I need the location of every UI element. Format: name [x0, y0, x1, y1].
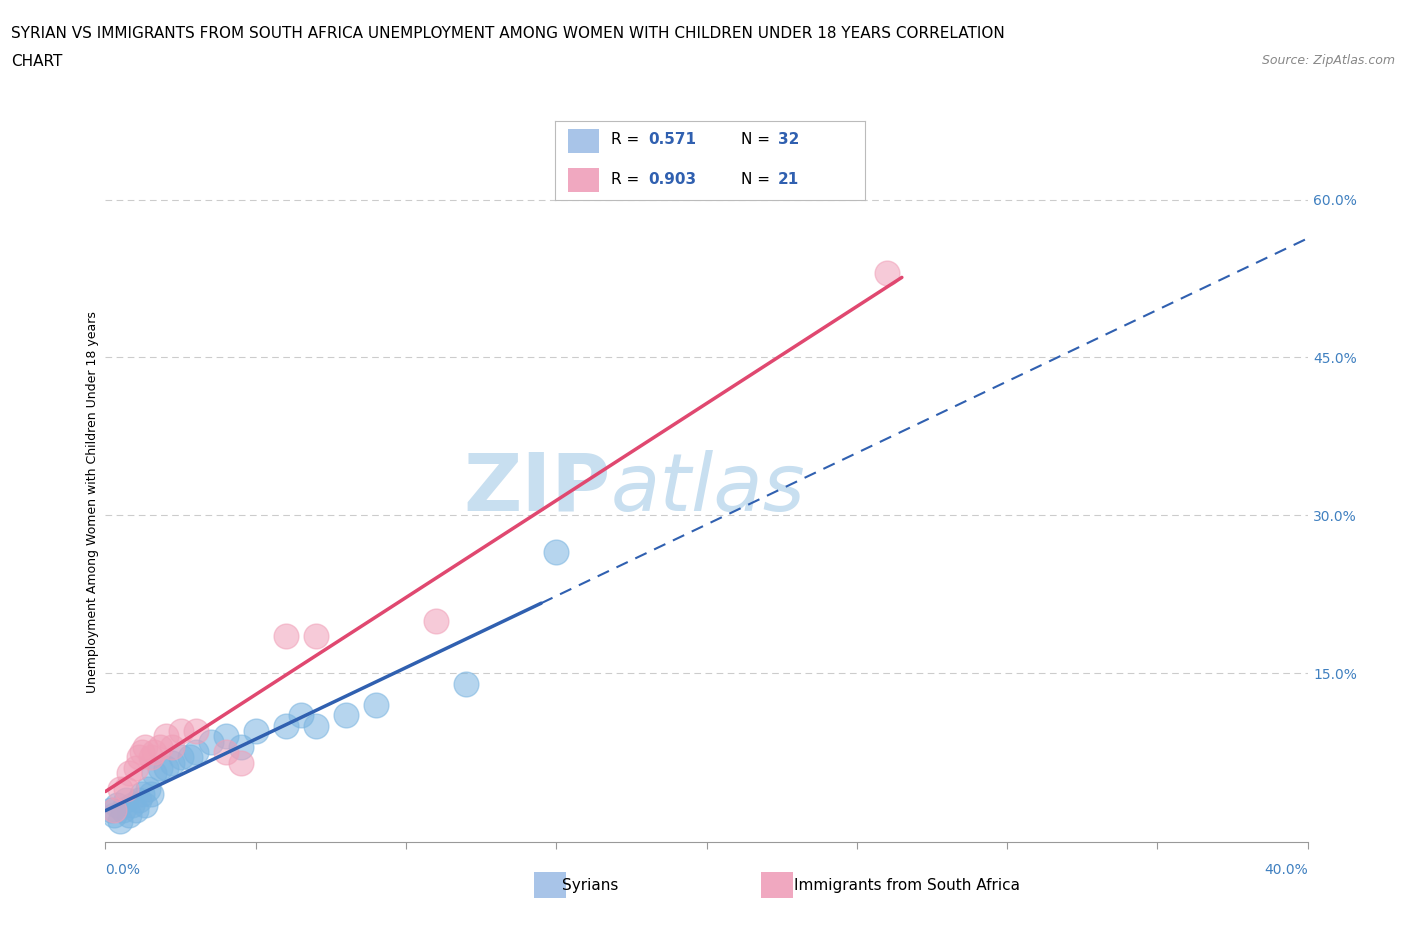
- Text: CHART: CHART: [11, 54, 63, 69]
- Point: [115, 781, 138, 796]
- Point: [134, 739, 156, 754]
- Point: [546, 545, 568, 560]
- Point: [139, 787, 162, 802]
- Point: [169, 724, 191, 738]
- Text: Source: ZipAtlas.com: Source: ZipAtlas.com: [1261, 54, 1395, 67]
- Point: [112, 803, 135, 817]
- Point: [290, 708, 312, 723]
- Text: R =: R =: [612, 172, 640, 187]
- Point: [184, 745, 207, 760]
- Point: [110, 781, 132, 796]
- Point: [454, 676, 477, 691]
- Point: [118, 808, 141, 823]
- Point: [155, 729, 177, 744]
- Text: SYRIAN VS IMMIGRANTS FROM SOUTH AFRICA UNEMPLOYMENT AMONG WOMEN WITH CHILDREN UN: SYRIAN VS IMMIGRANTS FROM SOUTH AFRICA U…: [11, 26, 1005, 41]
- Text: R =: R =: [612, 132, 640, 147]
- Point: [364, 698, 387, 712]
- Text: N =: N =: [741, 132, 770, 147]
- Point: [214, 745, 236, 760]
- Point: [128, 750, 150, 764]
- Point: [136, 781, 159, 796]
- Text: Syrians: Syrians: [562, 878, 619, 893]
- Point: [179, 750, 201, 764]
- Point: [184, 724, 207, 738]
- Point: [274, 719, 297, 734]
- Text: N =: N =: [741, 172, 770, 187]
- Point: [131, 787, 153, 802]
- Text: 0.571: 0.571: [648, 132, 696, 147]
- Point: [124, 803, 146, 817]
- Point: [155, 761, 177, 776]
- Text: ZIP: ZIP: [463, 449, 610, 527]
- Point: [214, 729, 236, 744]
- Point: [148, 739, 170, 754]
- Point: [131, 745, 153, 760]
- Point: [142, 765, 165, 780]
- Point: [139, 750, 162, 764]
- Text: 40.0%: 40.0%: [1264, 862, 1308, 877]
- Bar: [534, 872, 567, 898]
- Text: Immigrants from South Africa: Immigrants from South Africa: [794, 878, 1021, 893]
- Point: [200, 734, 222, 749]
- Point: [160, 739, 183, 754]
- Point: [100, 803, 122, 817]
- Text: 32: 32: [778, 132, 800, 147]
- Point: [305, 719, 328, 734]
- Bar: [568, 168, 599, 193]
- Point: [115, 792, 138, 807]
- Point: [169, 750, 191, 764]
- Text: atlas: atlas: [610, 449, 806, 527]
- Point: [160, 755, 183, 770]
- Point: [876, 266, 898, 281]
- Text: 21: 21: [778, 172, 800, 187]
- Point: [124, 761, 146, 776]
- Point: [425, 613, 447, 628]
- Bar: [761, 872, 793, 898]
- Point: [142, 745, 165, 760]
- Point: [245, 724, 267, 738]
- Text: 0.903: 0.903: [648, 172, 696, 187]
- Point: [118, 765, 141, 780]
- Point: [103, 808, 125, 823]
- Bar: [568, 128, 599, 153]
- Point: [107, 797, 129, 812]
- Point: [134, 797, 156, 812]
- Point: [103, 803, 125, 817]
- Point: [110, 813, 132, 828]
- Y-axis label: Unemployment Among Women with Children Under 18 years: Unemployment Among Women with Children U…: [86, 312, 98, 693]
- Point: [229, 739, 252, 754]
- Point: [305, 629, 328, 644]
- Text: 0.0%: 0.0%: [105, 862, 141, 877]
- Point: [121, 797, 143, 812]
- Point: [148, 761, 170, 776]
- Point: [335, 708, 357, 723]
- Point: [128, 792, 150, 807]
- Point: [274, 629, 297, 644]
- Point: [229, 755, 252, 770]
